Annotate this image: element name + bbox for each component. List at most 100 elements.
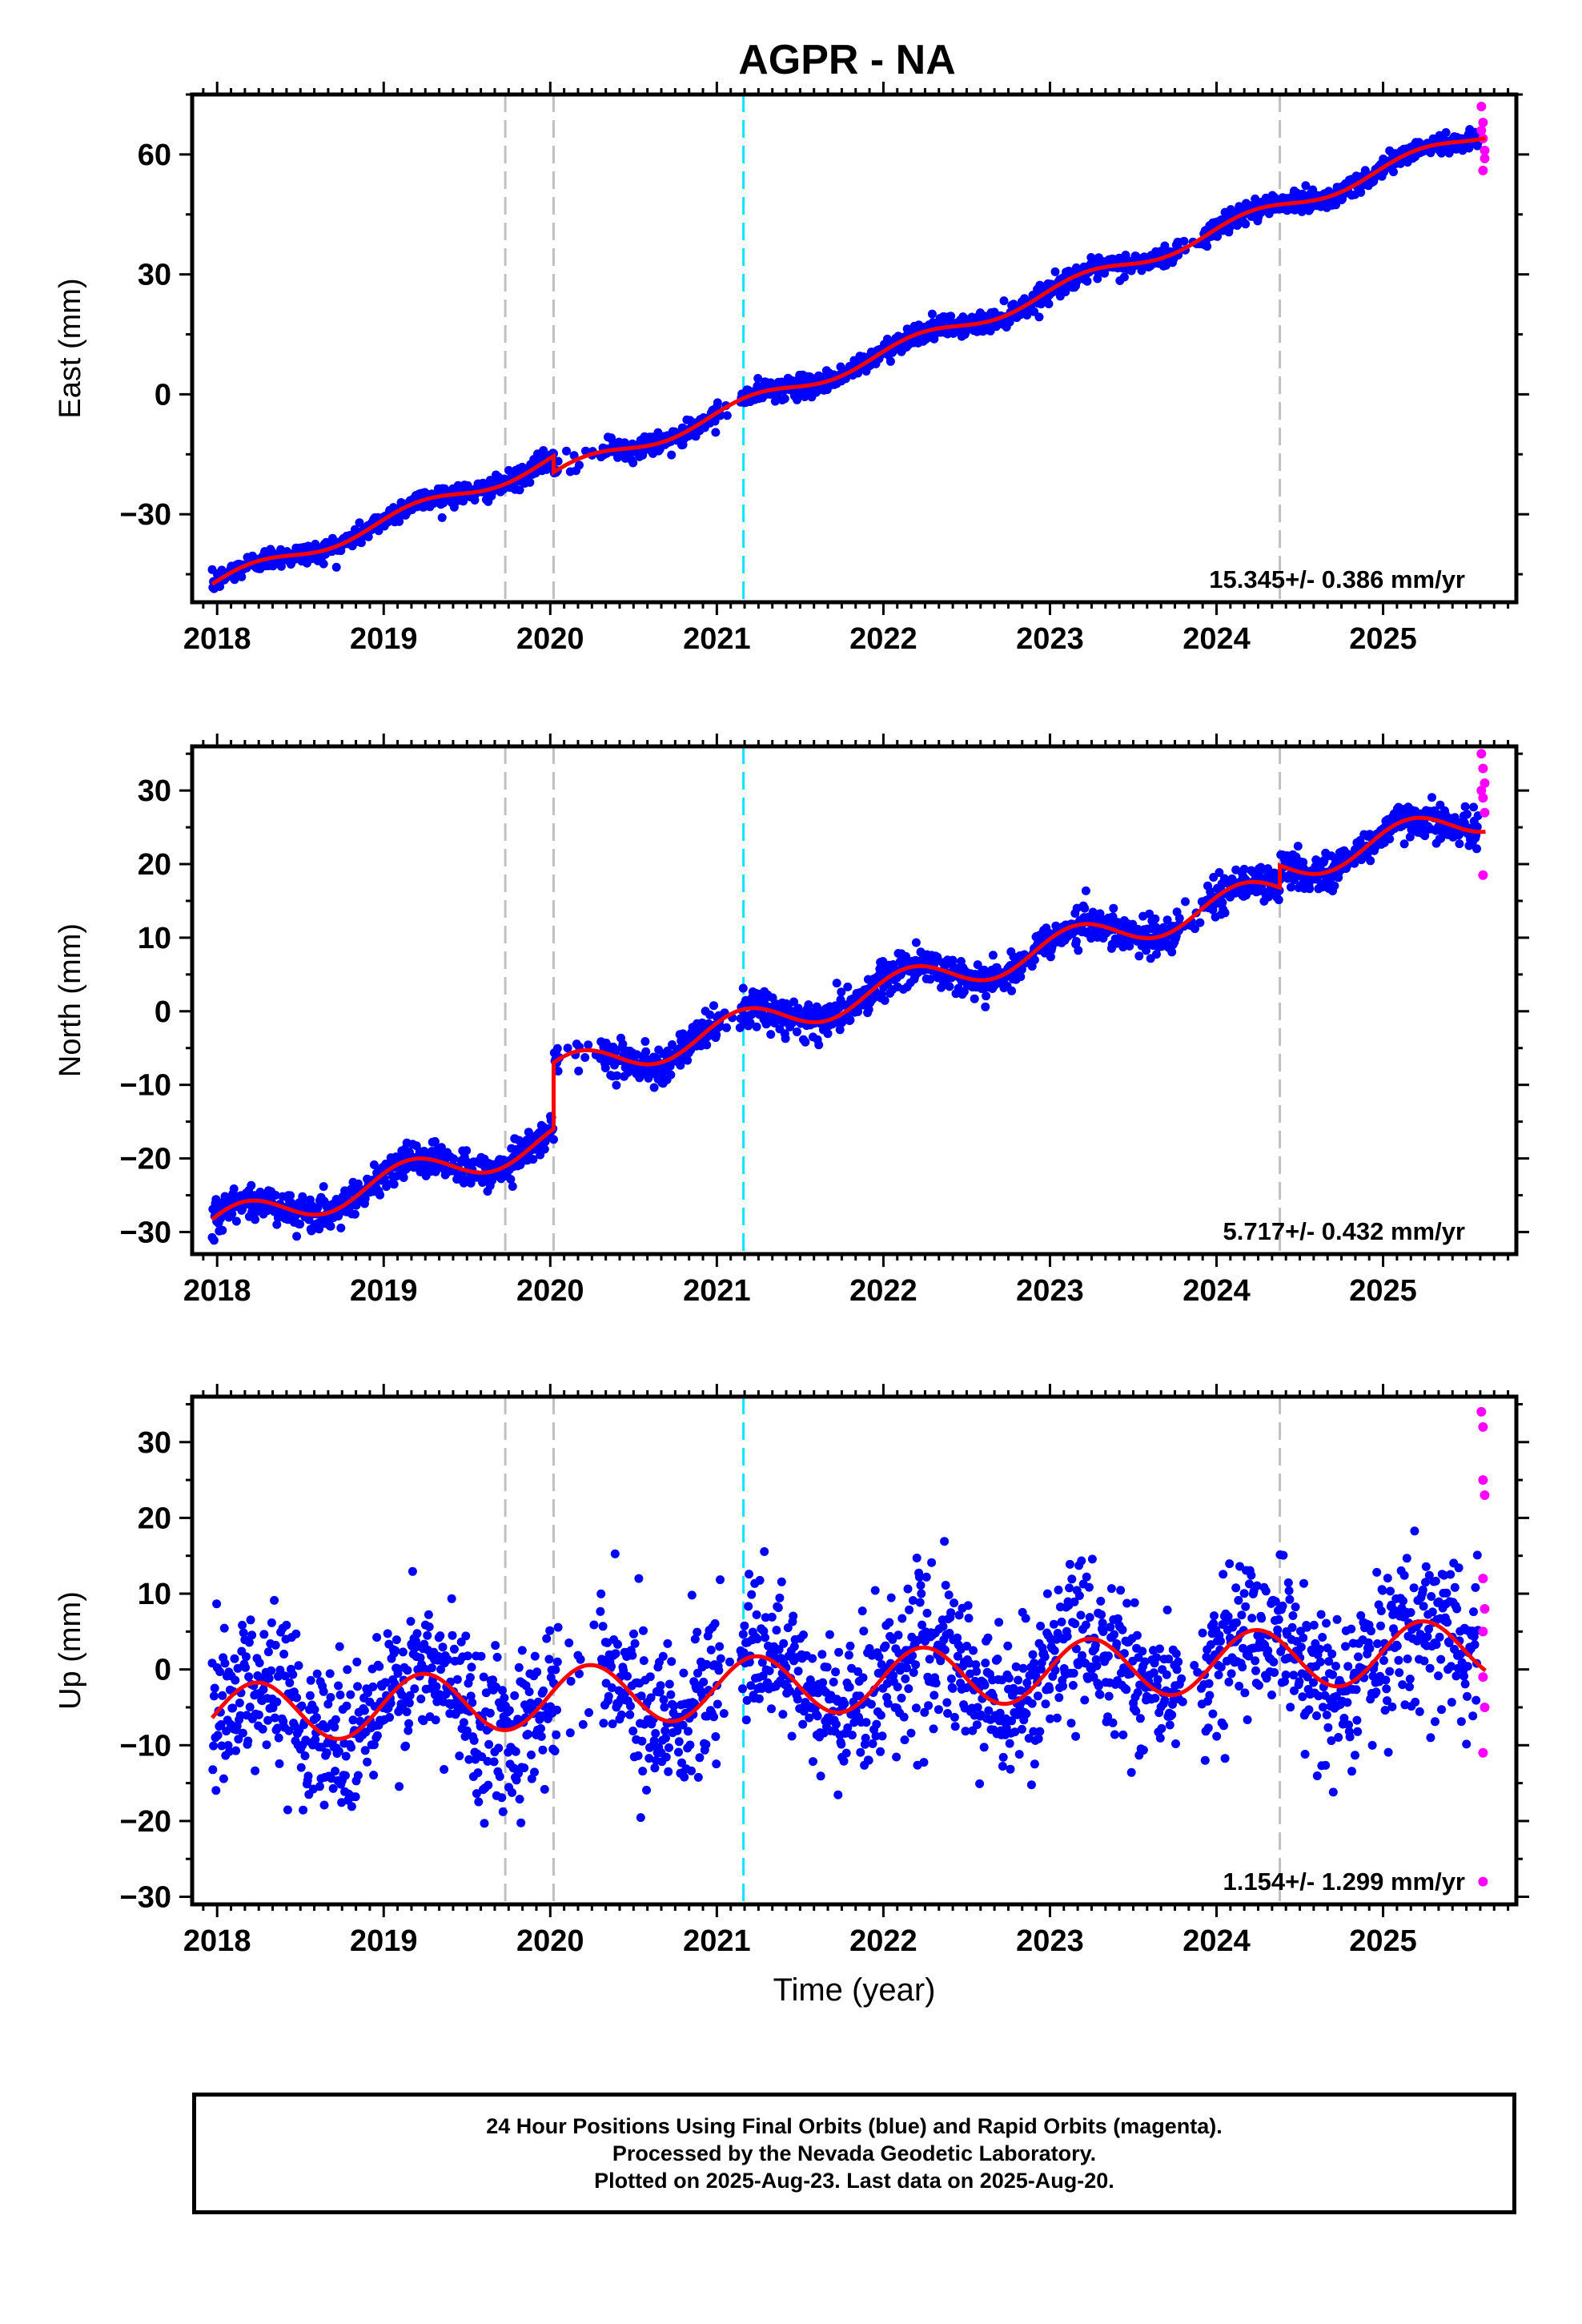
- final-orbit-point: [684, 1727, 693, 1736]
- y-tick-label: 10: [138, 922, 171, 955]
- final-orbit-point: [942, 1698, 952, 1707]
- final-orbit-point: [880, 995, 889, 1005]
- final-orbit-point: [313, 1203, 323, 1212]
- final-orbit-point: [326, 1221, 335, 1231]
- final-orbit-point: [979, 1743, 989, 1752]
- final-orbit-point: [999, 296, 1009, 306]
- final-orbit-point: [476, 1651, 486, 1661]
- x-tick-label: 2019: [350, 622, 418, 656]
- final-orbit-point: [924, 1701, 934, 1711]
- final-orbit-point: [264, 1674, 274, 1683]
- final-orbit-point: [574, 1066, 584, 1076]
- north-panel: 2018 2019 2020 2021 2022 2023 2024 2025−30−20−1…: [54, 734, 1529, 1308]
- final-orbit-point: [524, 1730, 532, 1739]
- final-orbit-point: [455, 1751, 464, 1761]
- y-tick-label: 30: [138, 259, 171, 292]
- final-orbit-point: [944, 1590, 954, 1600]
- final-orbit-point: [600, 1063, 610, 1072]
- final-orbit-point: [915, 1598, 925, 1607]
- final-orbit-point: [228, 1703, 238, 1713]
- final-orbit-point: [319, 1182, 328, 1192]
- final-orbit-point: [1460, 802, 1470, 811]
- final-orbit-point: [524, 1687, 534, 1696]
- final-orbit-point: [238, 1620, 247, 1630]
- final-orbit-point: [351, 1792, 360, 1802]
- final-orbit-point: [630, 1638, 640, 1648]
- final-orbit-point: [687, 1590, 697, 1600]
- final-orbit-point: [660, 1703, 669, 1712]
- final-orbit-point: [431, 1715, 440, 1725]
- final-orbit-point: [885, 356, 895, 366]
- final-orbit-point: [847, 1731, 857, 1740]
- x-tick-label: 2025: [1349, 622, 1417, 656]
- x-tick-label: 2021: [683, 1274, 751, 1308]
- final-orbit-point: [1220, 908, 1230, 918]
- final-orbit-point: [498, 1686, 507, 1695]
- final-orbit-point: [905, 1605, 914, 1614]
- final-orbit-point: [897, 1614, 907, 1623]
- final-orbit-point: [886, 1593, 896, 1602]
- final-orbit-point: [423, 1630, 432, 1640]
- final-orbit-point: [1167, 947, 1177, 957]
- final-orbit-point: [406, 1617, 416, 1626]
- final-orbit-point: [981, 1002, 990, 1011]
- final-orbit-point: [340, 1771, 350, 1780]
- final-orbit-point: [319, 559, 328, 569]
- final-orbit-point: [693, 1772, 703, 1782]
- final-orbit-point: [550, 1747, 560, 1755]
- plot-area: [207, 746, 1490, 1254]
- final-orbit-point: [506, 1175, 516, 1184]
- final-orbit-point: [514, 1663, 524, 1672]
- x-tick-label: 2022: [849, 1274, 917, 1308]
- final-orbit-point: [1150, 914, 1160, 923]
- final-orbit-point: [438, 1642, 448, 1652]
- final-orbit-point: [870, 1586, 880, 1595]
- final-orbit-point: [901, 1674, 910, 1683]
- y-tick-label: 30: [138, 774, 171, 808]
- final-orbit-point: [282, 1620, 291, 1630]
- final-orbit-point: [530, 1767, 539, 1777]
- final-orbit-point: [1082, 276, 1092, 286]
- final-orbit-point: [596, 1606, 605, 1616]
- final-orbit-point: [931, 1679, 941, 1688]
- final-orbit-point: [527, 1750, 536, 1759]
- final-orbit-point: [948, 1683, 958, 1693]
- final-orbit-point: [899, 1712, 909, 1722]
- final-orbit-point: [1472, 844, 1481, 854]
- final-orbit-point: [658, 1651, 668, 1661]
- final-orbit-point: [711, 1732, 721, 1741]
- final-orbit-point: [1195, 918, 1205, 927]
- final-orbit-point: [581, 446, 590, 456]
- final-orbit-point: [628, 1727, 638, 1735]
- final-orbit-point: [973, 1703, 982, 1712]
- final-orbit-point: [789, 1611, 798, 1621]
- final-orbit-point: [611, 1649, 620, 1659]
- final-orbit-point: [874, 1652, 884, 1662]
- final-orbit-point: [219, 1623, 229, 1633]
- final-orbit-point: [755, 1575, 765, 1585]
- final-orbit-point: [424, 1610, 433, 1619]
- final-orbit-point: [706, 1645, 716, 1655]
- final-orbit-point: [745, 1018, 755, 1027]
- final-orbit-point: [1330, 881, 1339, 891]
- x-tick-label: 2024: [1182, 622, 1251, 656]
- final-orbit-point: [712, 1030, 721, 1039]
- final-orbit-point: [230, 1654, 239, 1663]
- final-orbit-point: [666, 1690, 676, 1699]
- final-orbit-point: [238, 1728, 247, 1738]
- final-orbit-point: [712, 1759, 721, 1769]
- final-orbit-point: [271, 1191, 280, 1200]
- final-orbit-point: [303, 1771, 313, 1781]
- final-orbit-point: [436, 1631, 445, 1641]
- east-panel: 2018 2019 2020 2021 2022 2023 2024 2025−3003060…: [54, 82, 1529, 656]
- final-orbit-point: [665, 1679, 674, 1689]
- final-orbit-point: [664, 1767, 673, 1776]
- final-orbit-point: [1125, 941, 1134, 951]
- final-orbit-point: [779, 1638, 789, 1648]
- final-orbit-point: [1017, 1724, 1026, 1734]
- final-orbit-point: [352, 1657, 362, 1667]
- final-orbit-point: [998, 1762, 1007, 1771]
- final-orbit-point: [336, 1223, 346, 1232]
- final-orbit-point: [212, 1599, 222, 1609]
- final-orbit-point: [463, 1651, 472, 1661]
